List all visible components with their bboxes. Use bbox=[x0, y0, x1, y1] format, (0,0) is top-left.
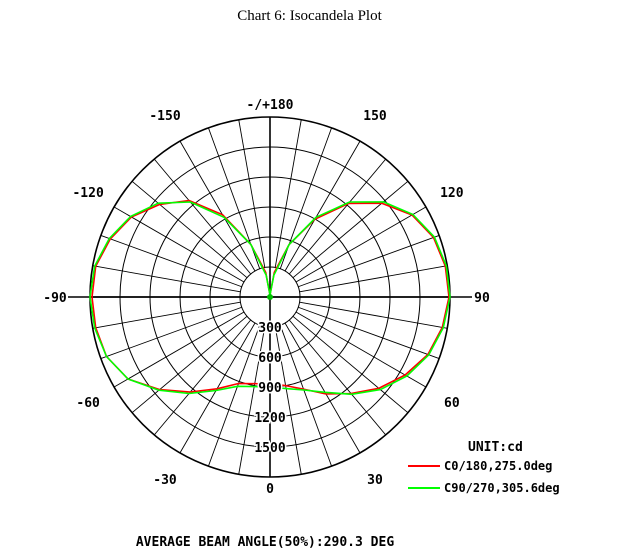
grid-spoke bbox=[292, 180, 409, 279]
grid-spoke bbox=[295, 206, 427, 283]
grid-spoke bbox=[295, 311, 427, 388]
radial-label: 900 bbox=[258, 381, 282, 396]
angle-label: -60 bbox=[76, 396, 100, 411]
grid-spoke bbox=[292, 315, 409, 414]
grid-spoke bbox=[179, 140, 256, 272]
grid-spoke bbox=[238, 326, 266, 475]
polar-grid bbox=[68, 116, 472, 478]
legend-label: C0/180,275.0deg bbox=[444, 459, 552, 473]
series-layer bbox=[89, 199, 451, 396]
angle-label: 90 bbox=[474, 291, 490, 306]
grid-spoke bbox=[113, 206, 245, 283]
grid-spoke bbox=[100, 235, 242, 288]
radial-label: 1500 bbox=[254, 441, 285, 456]
grid-spoke bbox=[284, 322, 361, 454]
grid-spoke bbox=[113, 311, 245, 388]
angle-label: 150 bbox=[363, 109, 387, 124]
grid-spoke bbox=[92, 301, 241, 329]
center-point bbox=[267, 294, 273, 300]
angle-label: 0 bbox=[266, 482, 274, 497]
grid-spoke bbox=[288, 319, 387, 436]
grid-spoke bbox=[274, 119, 302, 268]
labels-layer: -/+1801501209060300-30-60-90-120-1503006… bbox=[43, 98, 490, 497]
angle-label: -/+180 bbox=[247, 98, 294, 113]
grid-spoke bbox=[153, 319, 252, 436]
grid-spoke bbox=[238, 119, 266, 268]
grid-spoke bbox=[208, 325, 261, 467]
grid-spoke bbox=[279, 325, 332, 467]
grid-spoke bbox=[299, 265, 448, 293]
angle-label: 30 bbox=[367, 473, 383, 488]
radial-label: 300 bbox=[258, 321, 282, 336]
grid-spoke bbox=[131, 315, 248, 414]
average-beam-angle-text: AVERAGE BEAM ANGLE(50%):290.3 DEG bbox=[136, 535, 394, 550]
angle-label: 60 bbox=[444, 396, 460, 411]
grid-spoke bbox=[92, 265, 241, 293]
angle-label: 120 bbox=[440, 186, 464, 201]
grid-spoke bbox=[274, 326, 302, 475]
unit-label: UNIT:cd bbox=[468, 440, 523, 455]
grid-spoke bbox=[131, 180, 248, 279]
legend: UNIT:cd C0/180,275.0deg C90/270,305.6deg bbox=[408, 440, 560, 495]
angle-label: -30 bbox=[153, 473, 177, 488]
chart-title: Chart 6: Isocandela Plot bbox=[237, 8, 382, 24]
angle-label: -150 bbox=[149, 109, 180, 124]
legend-label: C90/270,305.6deg bbox=[444, 481, 560, 495]
grid-spoke bbox=[298, 306, 440, 359]
grid-spoke bbox=[298, 235, 440, 288]
angle-label: -90 bbox=[43, 291, 67, 306]
radial-label: 600 bbox=[258, 351, 282, 366]
grid-spoke bbox=[100, 306, 242, 359]
grid-spoke bbox=[288, 158, 387, 275]
radial-label: 1200 bbox=[254, 411, 285, 426]
grid-spoke bbox=[284, 140, 361, 272]
grid-spoke bbox=[299, 301, 448, 329]
angle-label: -120 bbox=[72, 186, 103, 201]
grid-spoke bbox=[153, 158, 252, 275]
